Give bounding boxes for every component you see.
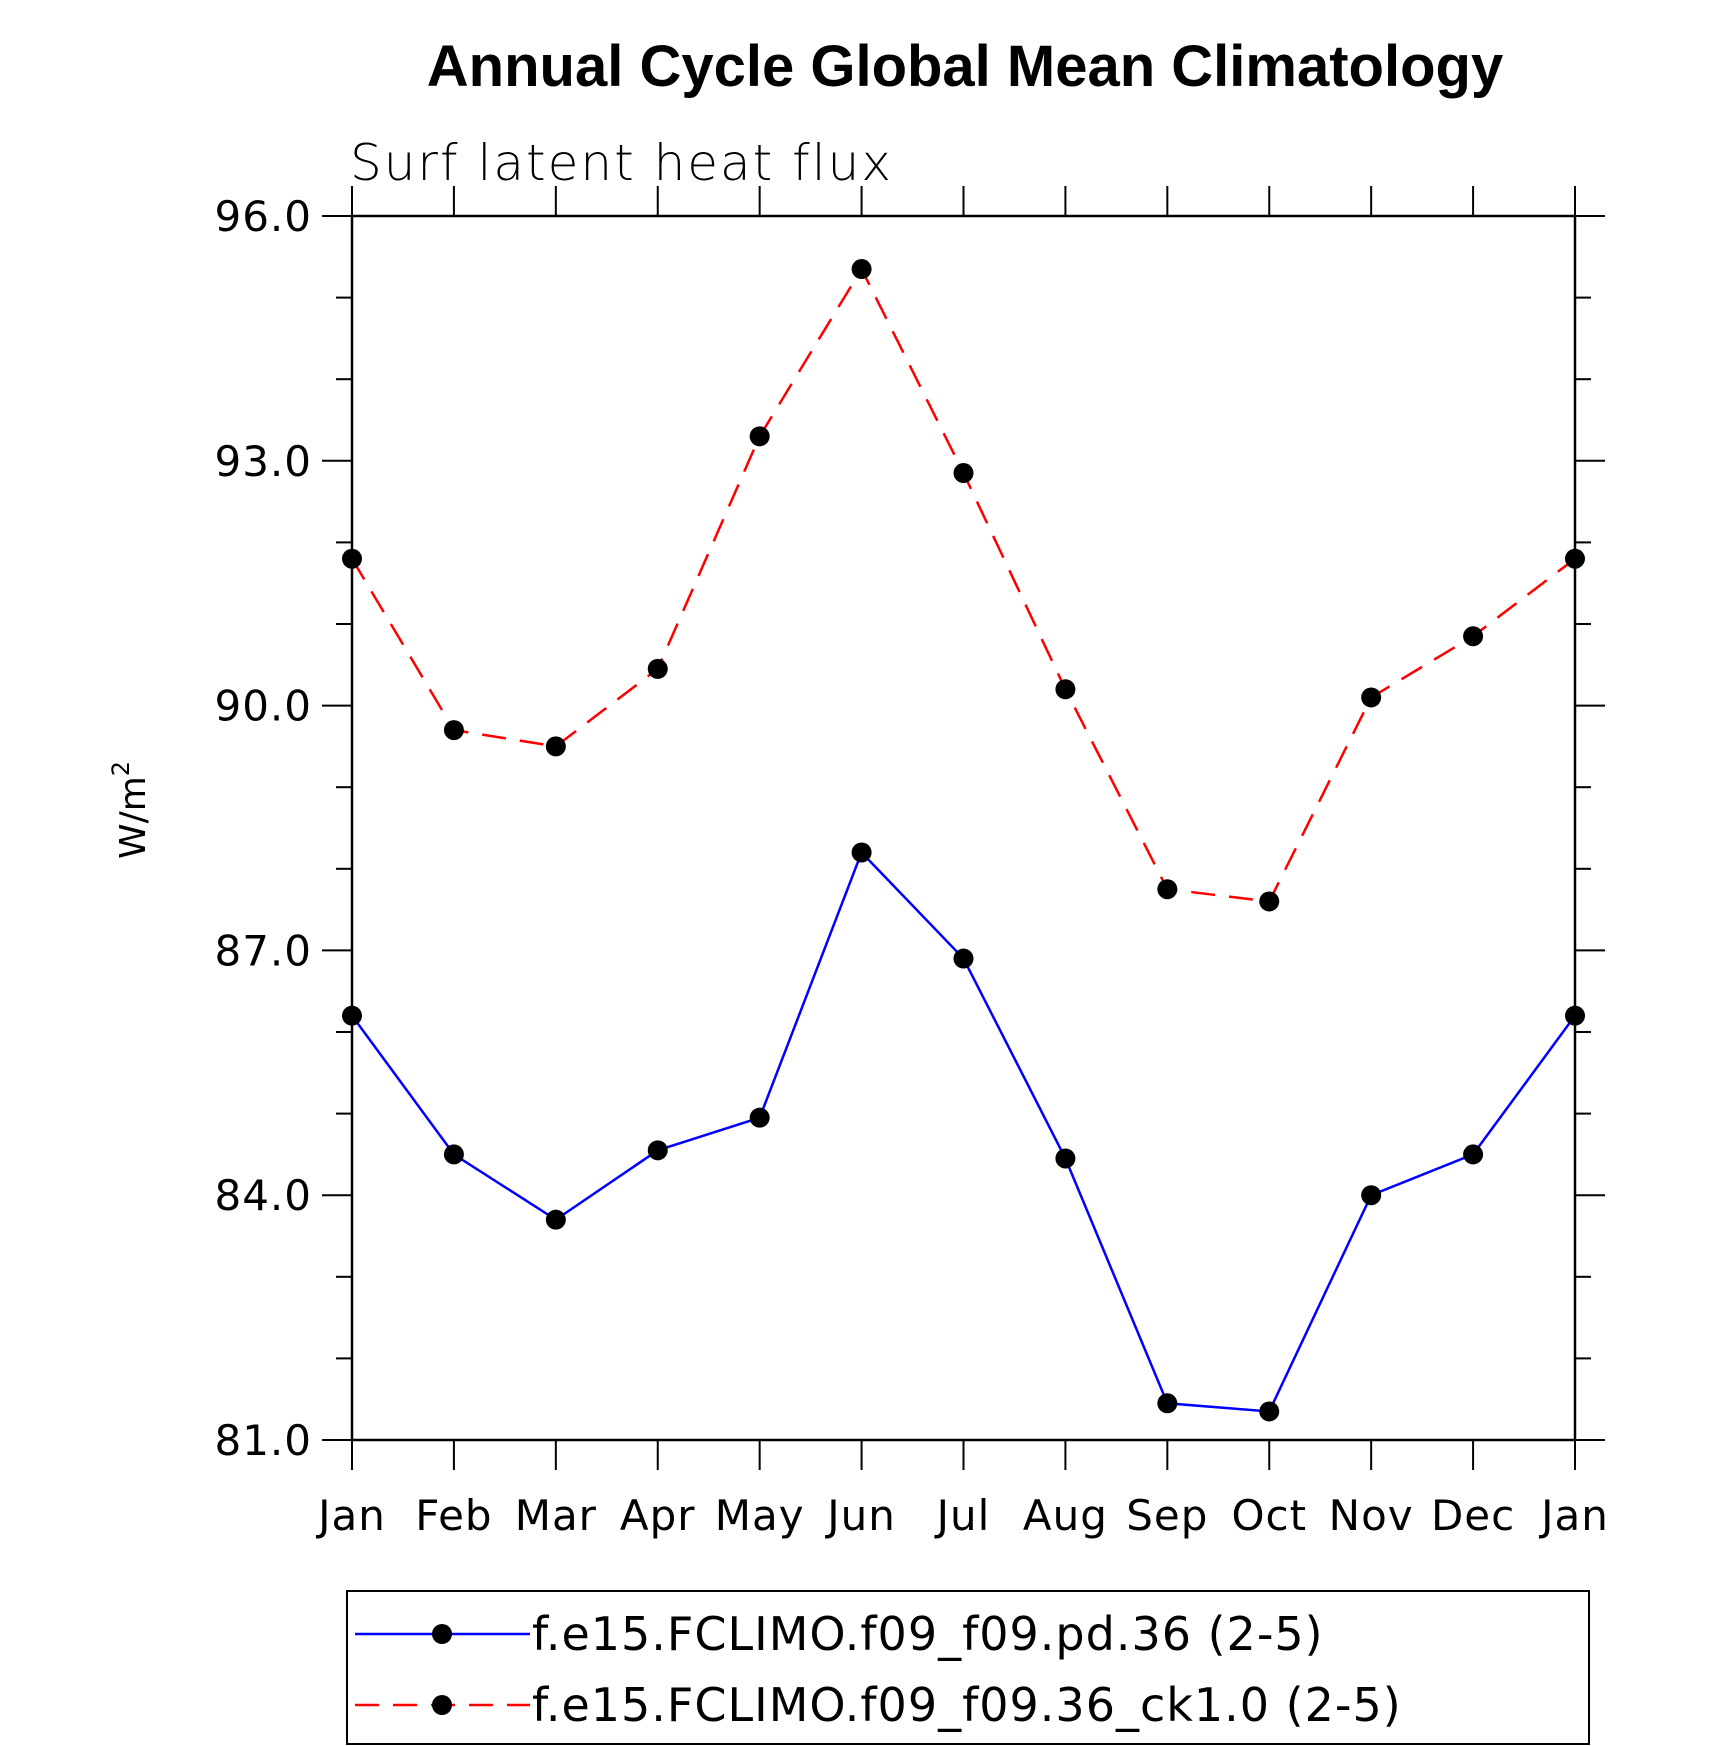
legend-label-series-1: f.e15.FCLIMO.f09_f09.pd.36 (2-5) [532, 1607, 1324, 1661]
data-point-series-1 [1157, 1393, 1178, 1414]
plot-border [350, 214, 1577, 1442]
data-point-series-1 [1259, 1401, 1280, 1422]
legend-marker-series-2 [432, 1695, 452, 1715]
data-point-series-2 [953, 463, 974, 484]
y-tick-label: 96.0 [214, 192, 312, 241]
data-point-series-1 [443, 1144, 464, 1165]
svg-text:W/m2: W/m2 [107, 761, 154, 859]
y-axis-label-text: W/m [113, 776, 154, 859]
series-line-1 [350, 850, 1577, 1413]
data-point-series-2 [1157, 879, 1178, 900]
y-tick-label: 81.0 [214, 1416, 312, 1465]
x-tick-label: Dec [1431, 1491, 1515, 1540]
series-layer [342, 259, 1585, 1422]
y-tick-label: 84.0 [214, 1171, 312, 1220]
x-tick-label: Nov [1329, 1491, 1414, 1540]
x-tick-label: May [715, 1491, 805, 1540]
data-point-series-2 [1055, 679, 1076, 700]
data-point-series-2 [647, 658, 668, 679]
data-point-series-1 [1463, 1144, 1484, 1165]
data-point-series-2 [342, 548, 362, 569]
data-point-series-1 [1565, 1005, 1585, 1026]
x-tick-label: Jan [1538, 1491, 1609, 1540]
y-tick-label: 93.0 [214, 437, 312, 486]
data-point-series-2 [851, 259, 872, 280]
x-tick-label: Sep [1126, 1491, 1208, 1540]
plot-frame [350, 214, 1577, 1442]
legend-label-series-2: f.e15.FCLIMO.f09_f09.36_ck1.0 (2-5) [532, 1678, 1402, 1732]
data-point-series-2 [1361, 687, 1382, 708]
y-tick-label: 87.0 [214, 926, 312, 975]
x-tick-label: Apr [620, 1491, 696, 1540]
data-point-series-2 [1565, 548, 1585, 569]
x-tick-label: Mar [515, 1491, 597, 1540]
chart-title: Annual Cycle Global Mean Climatology [427, 34, 1503, 99]
y-axis: 81.0 84.0 87.0 90.0 93.0 96.0 [214, 192, 1605, 1465]
y-tick-label: 90.0 [214, 682, 312, 731]
series-line-2 [350, 266, 1576, 903]
data-point-series-1 [1055, 1148, 1076, 1169]
y-axis-label-superscript: 2 [107, 761, 135, 776]
x-tick-label: Jul [934, 1491, 991, 1540]
legend-marker-series-1 [432, 1624, 452, 1644]
x-axis: Jan Feb Mar Apr May Jun Jul Aug Sep Oct Nov Dec Jan [315, 186, 1609, 1540]
data-point-series-1 [851, 842, 872, 863]
legend: f.e15.FCLIMO.f09_f09.pd.36 (2-5) f.e15.F… [346, 1590, 1590, 1745]
x-tick-label: Aug [1023, 1491, 1108, 1540]
data-point-series-1 [647, 1140, 668, 1161]
data-point-series-2 [545, 736, 566, 757]
data-point-series-2 [443, 720, 464, 741]
legend-item-series-1: f.e15.FCLIMO.f09_f09.pd.36 (2-5) [355, 1607, 1324, 1661]
data-point-series-1 [749, 1107, 770, 1128]
legend-item-series-2: f.e15.FCLIMO.f09_f09.36_ck1.0 (2-5) [355, 1678, 1402, 1732]
data-point-series-1 [953, 948, 974, 969]
x-tick-label: Feb [415, 1491, 492, 1540]
data-point-series-1 [1361, 1185, 1382, 1206]
x-tick-label: Jan [315, 1491, 386, 1540]
data-point-series-1 [342, 1005, 362, 1026]
data-point-series-1 [545, 1209, 566, 1230]
chart-subtitle: Surf latent heat flux [350, 134, 893, 192]
data-point-series-2 [1463, 626, 1484, 647]
data-point-series-2 [749, 426, 770, 447]
legend-box [346, 1590, 1590, 1745]
y-axis-label: W/m2 [107, 761, 154, 859]
data-point-series-2 [1259, 891, 1280, 912]
x-tick-label: Oct [1231, 1491, 1307, 1540]
x-tick-label: Jun [824, 1491, 896, 1540]
